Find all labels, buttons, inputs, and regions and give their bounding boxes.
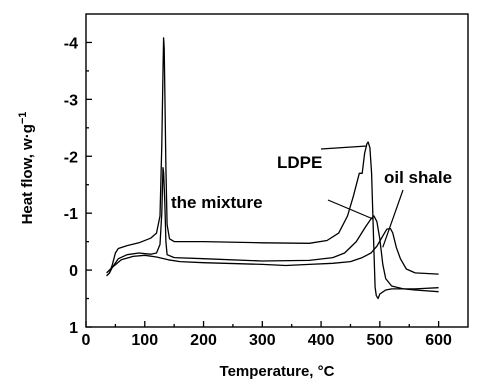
axes-layer bbox=[85, 13, 469, 328]
x-tick-label: 400 bbox=[308, 332, 335, 349]
ticks-layer: 0 100 200 300 400 500 600-4-3-2-101 bbox=[64, 35, 452, 349]
x-tick-label: 300 bbox=[249, 332, 276, 349]
y-axis-title: Heat flow, w·g−1 bbox=[17, 112, 36, 225]
annotation-leader-line bbox=[382, 189, 404, 248]
series-layer bbox=[106, 37, 439, 300]
y-tick-label: -3 bbox=[64, 92, 78, 109]
y-axis-title-superscript: −1 bbox=[17, 112, 29, 125]
y-tick-label: -1 bbox=[64, 206, 78, 223]
x-axis-title: Temperature, °C bbox=[220, 363, 335, 380]
x-tick-label: 200 bbox=[190, 332, 217, 349]
series-line-oil-shale bbox=[106, 227, 439, 275]
annotation-layer: LDPE the mixture oil shale bbox=[171, 145, 452, 248]
series-line-ldpe bbox=[106, 37, 439, 300]
annotation-leader-line bbox=[320, 145, 367, 150]
x-tick-label: 500 bbox=[366, 332, 393, 349]
annotation-label-the-mixture: the mixture bbox=[171, 193, 263, 212]
series-line-the-mixture bbox=[106, 167, 439, 293]
plot-frame bbox=[85, 13, 469, 328]
x-tick-label: 100 bbox=[131, 332, 158, 349]
x-tick-label: 600 bbox=[425, 332, 452, 349]
annotation-label-oil-shale: oil shale bbox=[384, 168, 452, 187]
y-tick-label: 1 bbox=[69, 320, 78, 337]
y-tick-label: -2 bbox=[64, 149, 78, 166]
y-tick-label: 0 bbox=[69, 263, 78, 280]
annotation-label-ldpe: LDPE bbox=[277, 153, 322, 172]
x-tick-label: 0 bbox=[82, 332, 91, 349]
y-tick-label: -4 bbox=[64, 35, 78, 52]
y-axis-title-main: Heat flow, w·g bbox=[19, 124, 36, 224]
annotation-leader-line bbox=[327, 199, 374, 220]
